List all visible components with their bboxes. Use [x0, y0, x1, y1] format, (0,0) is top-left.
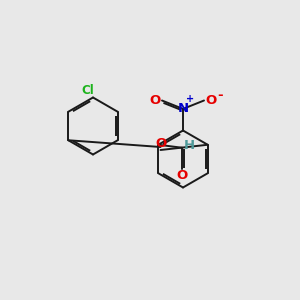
Text: O: O — [155, 137, 166, 150]
Text: -: - — [217, 88, 222, 102]
Text: Cl: Cl — [81, 84, 94, 98]
Text: H: H — [183, 139, 194, 152]
Text: N: N — [177, 102, 189, 116]
Text: O: O — [150, 94, 161, 107]
Text: O: O — [205, 94, 216, 107]
Text: +: + — [185, 94, 194, 104]
Text: O: O — [177, 169, 188, 182]
